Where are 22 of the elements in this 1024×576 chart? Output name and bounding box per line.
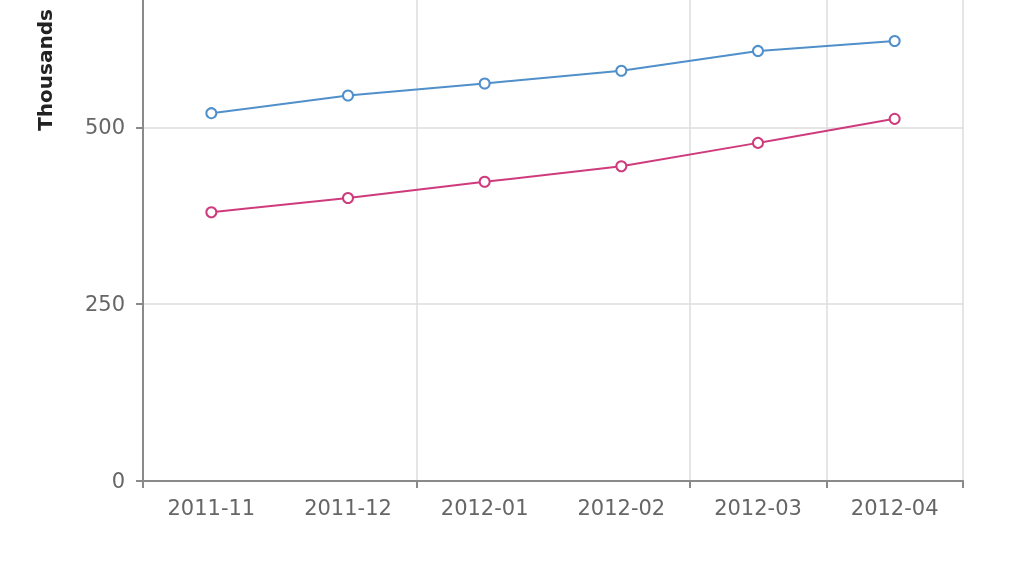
- y-tick-label: 250: [84, 292, 125, 317]
- x-tick-label: 2011-11: [167, 495, 256, 520]
- x-tick-label: 2012-02: [577, 495, 666, 520]
- point: [615, 64, 628, 77]
- point: [205, 107, 218, 120]
- x-tick-label: 2012-01: [440, 495, 529, 520]
- x-tick-label: 2012-04: [850, 495, 939, 520]
- point: [752, 44, 764, 57]
- x-tick-label: 2011-12: [304, 495, 392, 520]
- y-tick-label: 500: [84, 115, 125, 140]
- point: [615, 160, 628, 173]
- point: [752, 136, 764, 149]
- point: [888, 35, 901, 48]
- point: [478, 77, 491, 90]
- point: [205, 206, 218, 219]
- x-tick-label: 2012-03: [714, 495, 802, 520]
- point: [342, 192, 354, 205]
- point: [342, 89, 354, 102]
- y-tick-label: 0: [111, 469, 125, 493]
- point: [478, 175, 491, 188]
- point: [888, 112, 901, 125]
- y-axis-title: Thousands: [33, 9, 57, 131]
